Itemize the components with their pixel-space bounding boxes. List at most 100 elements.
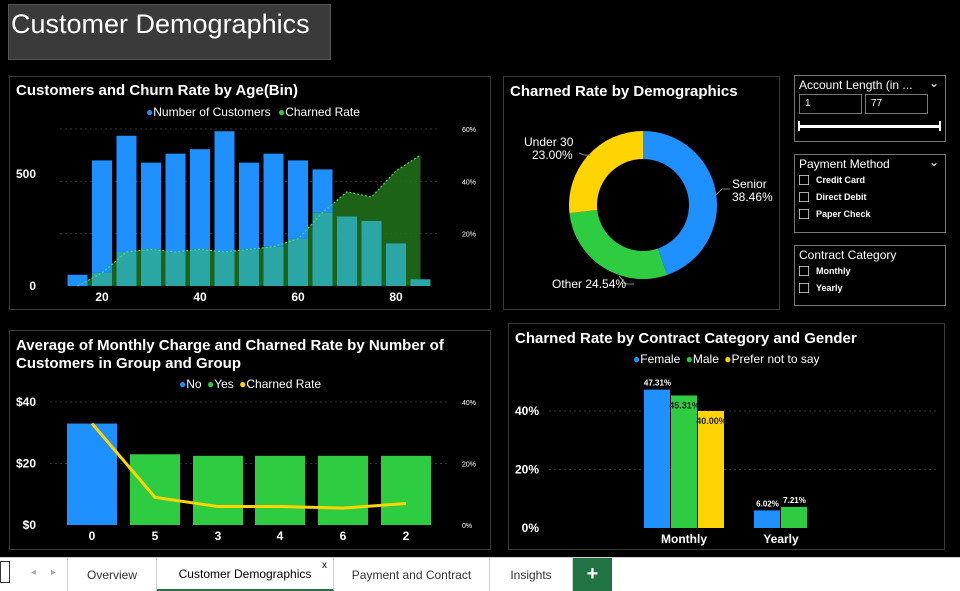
legend-dot-pns: ●: [724, 352, 732, 366]
group-bar: [67, 423, 117, 525]
customer-bar-overlap: [165, 251, 186, 286]
legend-dot-customers: ●: [146, 105, 154, 119]
checkbox[interactable]: [799, 175, 809, 185]
checkbox[interactable]: [799, 283, 809, 293]
age-chart: 500 0 60% 40% 20% 20 40 60 80: [16, 127, 476, 304]
contract-chart-title: Charned Rate by Contract Category and Ge…: [515, 330, 857, 347]
legend-yes: Yes: [214, 377, 234, 391]
account-length-max[interactable]: 77: [865, 94, 928, 114]
x-tick-label: 80: [389, 290, 403, 304]
customer-bar-overlap: [92, 272, 112, 286]
contract-option[interactable]: Yearly: [799, 283, 843, 293]
group-bar: [130, 454, 180, 525]
group-bar: [193, 455, 243, 525]
range-slider-handle-min[interactable]: [798, 121, 800, 131]
donut-slice-under-30: [569, 131, 643, 214]
legend-dot-churn: ●: [277, 105, 286, 119]
payment-option[interactable]: Credit Card: [799, 175, 865, 185]
checkbox[interactable]: [799, 266, 809, 276]
y-right-tick-label: 40%: [462, 179, 476, 186]
y-tick-label: 0%: [522, 521, 540, 535]
group-chart-panel[interactable]: Average of Monthly Charge and Charned Ra…: [9, 330, 491, 550]
y-tick-label: 0: [29, 279, 36, 293]
contract-category-slicer[interactable]: Contract Category Monthly Yearly: [794, 245, 946, 306]
account-length-min[interactable]: 1: [799, 94, 862, 114]
group-bar: [255, 455, 305, 525]
customer-bar-overlap: [116, 251, 137, 286]
contract-chart-panel[interactable]: Charned Rate by Contract Category and Ge…: [508, 323, 945, 550]
y-right-tick-label: 20%: [462, 232, 476, 239]
donut-panel[interactable]: Charned Rate by Demographics Senior 38.46…: [503, 76, 780, 310]
account-length-slicer[interactable]: Account Length (in ... ⌄ 1 77: [794, 75, 946, 142]
legend-dot-male: ●: [685, 352, 693, 366]
donut-label-senior-pct: 38.46%: [732, 190, 773, 204]
range-slider-handle-max[interactable]: [939, 121, 941, 131]
x-tick-label: 40: [193, 290, 207, 304]
customer-bar: [67, 274, 88, 286]
legend-no: No: [186, 377, 202, 391]
chevron-down-icon[interactable]: ⌄: [928, 76, 939, 90]
y-right-tick-label: 60%: [462, 127, 476, 134]
x-tick-label: 4: [277, 529, 284, 543]
legend-female: Female: [640, 352, 681, 366]
chevron-down-icon[interactable]: ⌄: [928, 155, 939, 169]
customer-bar: [288, 160, 308, 239]
legend-customers: Number of Customers: [153, 105, 271, 119]
scroll-right-icon[interactable]: ▸: [51, 567, 57, 578]
customer-bar: [165, 153, 186, 252]
donut-label-under-name: Under 30: [524, 135, 574, 149]
customer-bar-overlap: [239, 249, 259, 286]
tab-payment-and-contract[interactable]: Payment and Contract: [334, 558, 490, 591]
customer-bar: [312, 169, 333, 213]
bar-data-label: 7.21%: [783, 496, 806, 505]
contract-chart-legend: ●Female ●Male ●Prefer not to say: [633, 352, 820, 366]
sheet-nav-icon[interactable]: [0, 561, 10, 583]
x-tick-label: Monthly: [661, 532, 707, 546]
contract-option[interactable]: Monthly: [799, 266, 851, 276]
customer-bar-overlap: [410, 279, 431, 286]
donut-label-senior-name: Senior: [732, 177, 767, 191]
checkbox[interactable]: [799, 192, 809, 202]
customer-bar: [214, 131, 235, 252]
age-chart-panel[interactable]: Customers and Churn Rate by Age(Bin) ●Nu…: [9, 76, 491, 310]
payment-method-slicer[interactable]: Payment Method ⌄ Credit Card Direct Debi…: [794, 154, 946, 233]
churn-line: [77, 154, 421, 287]
customer-bar-overlap: [361, 220, 382, 286]
contract-bar: [644, 389, 670, 528]
x-tick-label: 20: [95, 290, 109, 304]
bar-data-label: 6.02%: [756, 499, 779, 508]
legend-dot-female: ●: [633, 352, 641, 366]
payment-option[interactable]: Direct Debit: [799, 192, 867, 202]
customer-bar-overlap: [288, 238, 308, 286]
y-right-tick-label: 20%: [462, 462, 476, 469]
legend-pns: Prefer not to say: [731, 352, 820, 366]
close-tab-icon[interactable]: x: [322, 560, 327, 571]
tab-insights[interactable]: Insights: [490, 558, 573, 591]
payment-option[interactable]: Paper Check: [799, 209, 871, 219]
donut-slice-senior: [643, 131, 717, 275]
contract-bar: [698, 411, 724, 528]
tab-customer-demographics[interactable]: Customer Demographics x: [157, 558, 334, 591]
x-tick-label: Yearly: [763, 532, 799, 546]
churn-area: [77, 155, 421, 286]
customer-bar-overlap: [141, 249, 161, 286]
y-right-tick-label: 40%: [462, 400, 476, 407]
customer-bar-overlap: [312, 212, 333, 286]
donut-slice-other: [569, 210, 668, 279]
dashboard-title-box: Customer Demographics: [8, 4, 331, 60]
customer-bar: [116, 135, 137, 252]
age-chart-title: Customers and Churn Rate by Age(Bin): [16, 82, 298, 99]
customer-bar-overlap: [386, 243, 406, 286]
x-tick-label: 6: [340, 529, 347, 543]
x-tick-label: 5: [152, 529, 159, 543]
add-sheet-button[interactable]: +: [573, 558, 612, 591]
contract-bar: [781, 506, 807, 528]
bar-data-label: 45.31%: [669, 400, 700, 410]
scroll-left-icon[interactable]: ◂: [31, 567, 37, 578]
tab-overview[interactable]: Overview: [67, 558, 157, 591]
bar-data-label: 47.31%: [644, 379, 671, 388]
checkbox[interactable]: [799, 209, 809, 219]
group-bar: [318, 455, 368, 525]
range-slider-track[interactable]: [799, 125, 941, 128]
